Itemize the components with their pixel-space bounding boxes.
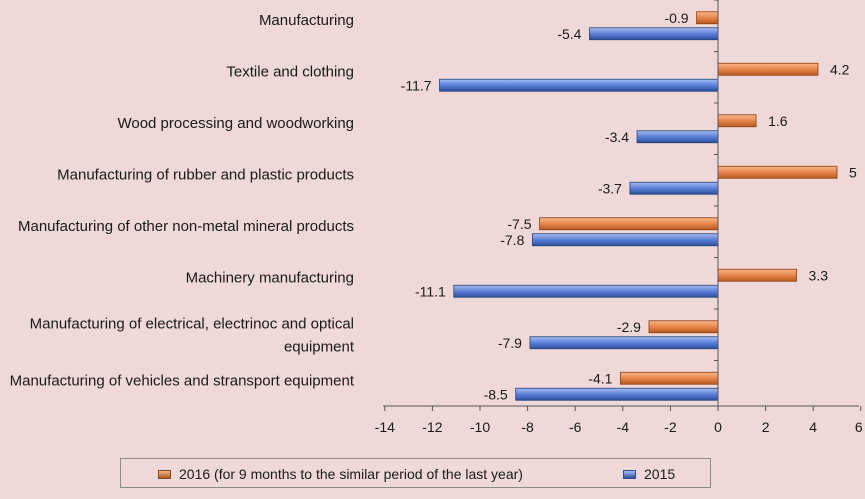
bar-series0-4 bbox=[539, 217, 719, 231]
data-label-series1-2: -3.4 bbox=[605, 129, 629, 145]
bar-series1-5 bbox=[453, 284, 719, 298]
x-tick-label-3: -8 bbox=[521, 419, 534, 435]
x-tick-label-1: -12 bbox=[422, 419, 442, 435]
data-label-series0-4: -7.5 bbox=[507, 216, 531, 232]
category-label-5: Machinery manufacturing bbox=[186, 269, 354, 286]
bar-series1-7 bbox=[515, 387, 719, 401]
data-label-series0-3: 5 bbox=[849, 164, 857, 180]
category-label-1: Textile and clothing bbox=[226, 63, 354, 80]
x-tick-label-5: -4 bbox=[617, 419, 630, 435]
data-label-series0-2: 1.6 bbox=[768, 113, 788, 129]
category-label-2: Wood processing and woodworking bbox=[117, 115, 354, 132]
category-label-4: Manufacturing of other non-metal mineral… bbox=[18, 218, 354, 235]
bar-series1-1 bbox=[439, 78, 719, 92]
x-tick-label-4: -6 bbox=[569, 419, 582, 435]
x-tick-label-2: -10 bbox=[470, 419, 490, 435]
bar-series1-6 bbox=[529, 336, 719, 350]
x-tick-label-10: 6 bbox=[855, 419, 863, 435]
category-label-6-line1: equipment bbox=[284, 338, 355, 355]
legend: 2016 (for 9 months to the similar period… bbox=[120, 458, 711, 488]
category-label-7: Manufacturing of vehicles and stransport… bbox=[10, 372, 355, 389]
legend-item-2015: 2015 bbox=[623, 466, 675, 482]
bar-series0-0 bbox=[696, 11, 719, 25]
bar-series0-3 bbox=[717, 165, 838, 179]
x-tick-label-6: -2 bbox=[664, 419, 677, 435]
bar-series0-2 bbox=[717, 114, 757, 128]
data-label-series1-0: -5.4 bbox=[557, 26, 581, 42]
data-label-series1-6: -7.9 bbox=[498, 335, 522, 351]
x-tick-label-9: 4 bbox=[809, 419, 817, 435]
data-label-series0-0: -0.9 bbox=[664, 10, 688, 26]
bar-series1-4 bbox=[531, 233, 719, 247]
bar-series0-5 bbox=[717, 268, 797, 282]
x-tick-label-0: -14 bbox=[375, 419, 395, 435]
data-label-series0-6: -2.9 bbox=[617, 319, 641, 335]
bar-series0-1 bbox=[717, 62, 819, 76]
data-label-series1-7: -8.5 bbox=[484, 386, 508, 402]
data-label-series1-1: -11.7 bbox=[401, 77, 432, 93]
legend-swatch-2016 bbox=[158, 469, 171, 479]
data-label-series1-3: -3.7 bbox=[598, 180, 622, 196]
data-label-series1-5: -11.1 bbox=[415, 283, 446, 299]
category-label-0: Manufacturing bbox=[259, 12, 354, 29]
data-label-series1-4: -7.8 bbox=[500, 232, 524, 248]
bar-series1-0 bbox=[589, 27, 719, 41]
category-label-3: Manufacturing of rubber and plastic prod… bbox=[57, 166, 354, 183]
bar-series1-3 bbox=[629, 181, 719, 195]
data-label-series0-1: 4.2 bbox=[830, 61, 850, 77]
x-tick-label-8: 2 bbox=[762, 419, 770, 435]
legend-item-2016: 2016 (for 9 months to the similar period… bbox=[158, 466, 523, 482]
legend-swatch-2015 bbox=[623, 469, 636, 479]
x-tick-label-7: 0 bbox=[714, 419, 722, 435]
category-label-6-line0: Manufacturing of electrical, electrinoc … bbox=[30, 315, 354, 332]
bar-series0-6 bbox=[648, 320, 719, 334]
data-label-series0-5: 3.3 bbox=[809, 267, 829, 283]
data-label-series0-7: -4.1 bbox=[588, 370, 612, 386]
legend-label-2015: 2015 bbox=[644, 466, 676, 482]
bar-series0-7 bbox=[620, 371, 719, 385]
legend-label-2016: 2016 (for 9 months to the similar period… bbox=[179, 466, 523, 482]
bar-series1-2 bbox=[636, 130, 719, 144]
